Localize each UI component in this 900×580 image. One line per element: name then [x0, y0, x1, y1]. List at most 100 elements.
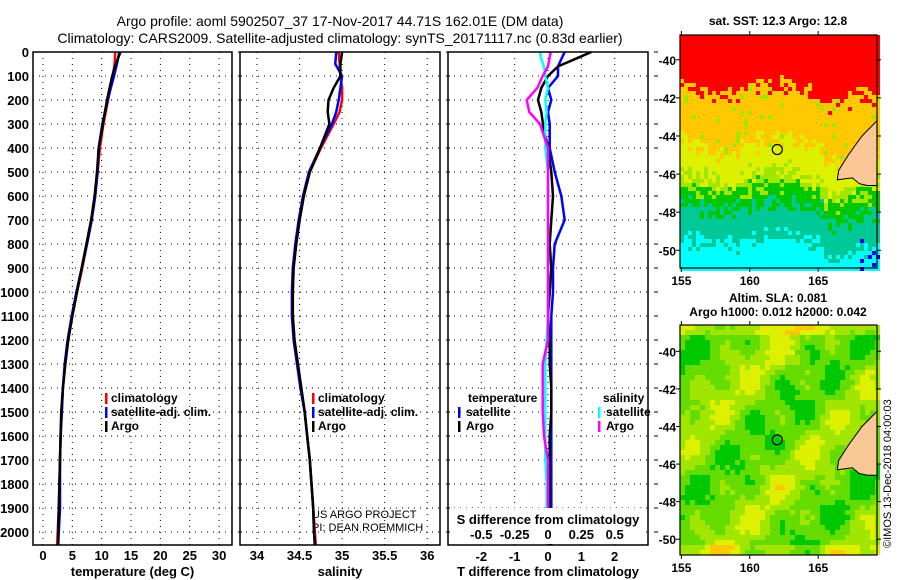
- sst-cell: [760, 59, 764, 63]
- sla-cell: [825, 390, 830, 395]
- sla-cell: [840, 480, 845, 485]
- sst-cell: [820, 107, 824, 111]
- sst-cell: [828, 51, 832, 55]
- sst-cell: [792, 215, 796, 219]
- sst-cell: [716, 79, 720, 83]
- sst-cell: [732, 151, 736, 155]
- sst-cell: [840, 51, 844, 55]
- sst-cell: [856, 79, 860, 83]
- sst-cell: [796, 207, 800, 211]
- sla-cell: [805, 530, 810, 535]
- sla-cell: [785, 335, 790, 340]
- depth-tick-label: 1000: [0, 285, 29, 300]
- sst-cell: [688, 127, 692, 131]
- sla-cell: [745, 480, 750, 485]
- sst-cell: [736, 131, 740, 135]
- sst-cell: [740, 103, 744, 107]
- sst-cell: [800, 63, 804, 67]
- sst-cell: [732, 171, 736, 175]
- sla-cell: [825, 490, 830, 495]
- sst-cell: [732, 223, 736, 227]
- sst-cell: [792, 103, 796, 107]
- sst-cell: [796, 95, 800, 99]
- sla-cell: [735, 445, 740, 450]
- sst-cell: [700, 39, 704, 43]
- sla-cell: [820, 540, 825, 545]
- sst-cell: [784, 107, 788, 111]
- sst-cell: [700, 63, 704, 67]
- sst-cell: [804, 243, 808, 247]
- sla-cell: [740, 335, 745, 340]
- sst-cell: [800, 195, 804, 199]
- sst-cell: [744, 159, 748, 163]
- sst-cell: [736, 235, 740, 239]
- sla-cell: [685, 515, 690, 520]
- sla-cell: [815, 420, 820, 425]
- sst-cell: [696, 219, 700, 223]
- sst-cell: [808, 43, 812, 47]
- sst-cell: [868, 255, 872, 259]
- sst-cell: [696, 243, 700, 247]
- sla-cell: [705, 445, 710, 450]
- sst-cell: [812, 215, 816, 219]
- sla-cell: [685, 335, 690, 340]
- sla-cell: [840, 335, 845, 340]
- sst-cell: [812, 119, 816, 123]
- sst-cell: [752, 123, 756, 127]
- sst-cell: [876, 203, 880, 207]
- sst-cell: [696, 235, 700, 239]
- sla-cell: [765, 365, 770, 370]
- sst-cell: [852, 47, 856, 51]
- sst-cell: [708, 103, 712, 107]
- sst-cell: [704, 123, 708, 127]
- sst-cell: [708, 239, 712, 243]
- sst-cell: [712, 187, 716, 191]
- sla-cell: [770, 490, 775, 495]
- sla-cell: [845, 345, 850, 350]
- sla-cell: [745, 455, 750, 460]
- sla-cell: [705, 395, 710, 400]
- sst-cell: [688, 167, 692, 171]
- sst-cell: [796, 39, 800, 43]
- sst-cell: [776, 211, 780, 215]
- sst-cell: [700, 147, 704, 151]
- sla-cell: [700, 430, 705, 435]
- x2-axis-label: S difference from climatology: [457, 512, 641, 527]
- sst-cell: [864, 67, 868, 71]
- sla-cell: [725, 455, 730, 460]
- sst-cell: [816, 163, 820, 167]
- sst-cell: [736, 263, 740, 267]
- sst-cell: [760, 211, 764, 215]
- sla-cell: [695, 395, 700, 400]
- sst-cell: [808, 139, 812, 143]
- sst-cell: [792, 243, 796, 247]
- sla-cell: [835, 480, 840, 485]
- sla-cell: [755, 335, 760, 340]
- sla-cell: [730, 445, 735, 450]
- sst-cell: [844, 147, 848, 151]
- sla-cell: [750, 400, 755, 405]
- sla-cell: [730, 525, 735, 530]
- depth-tick-label: 1500: [0, 405, 29, 420]
- sst-cell: [772, 123, 776, 127]
- sla-cell: [700, 325, 705, 330]
- sst-cell: [724, 35, 728, 39]
- sst-cell: [776, 167, 780, 171]
- sla-cell: [815, 490, 820, 495]
- sst-cell: [708, 147, 712, 151]
- sst-cell: [744, 47, 748, 51]
- sla-cell: [730, 510, 735, 515]
- sst-cell: [716, 95, 720, 99]
- sla-cell: [705, 470, 710, 475]
- sst-cell: [836, 123, 840, 127]
- sla-cell: [725, 540, 730, 545]
- sla-cell: [795, 375, 800, 380]
- sla-cell: [830, 460, 835, 465]
- sst-cell: [848, 231, 852, 235]
- sst-cell: [780, 83, 784, 87]
- sst-cell: [704, 167, 708, 171]
- sst-cell: [796, 115, 800, 119]
- sst-cell: [720, 43, 724, 47]
- sla-cell: [685, 435, 690, 440]
- sst-cell: [864, 267, 868, 271]
